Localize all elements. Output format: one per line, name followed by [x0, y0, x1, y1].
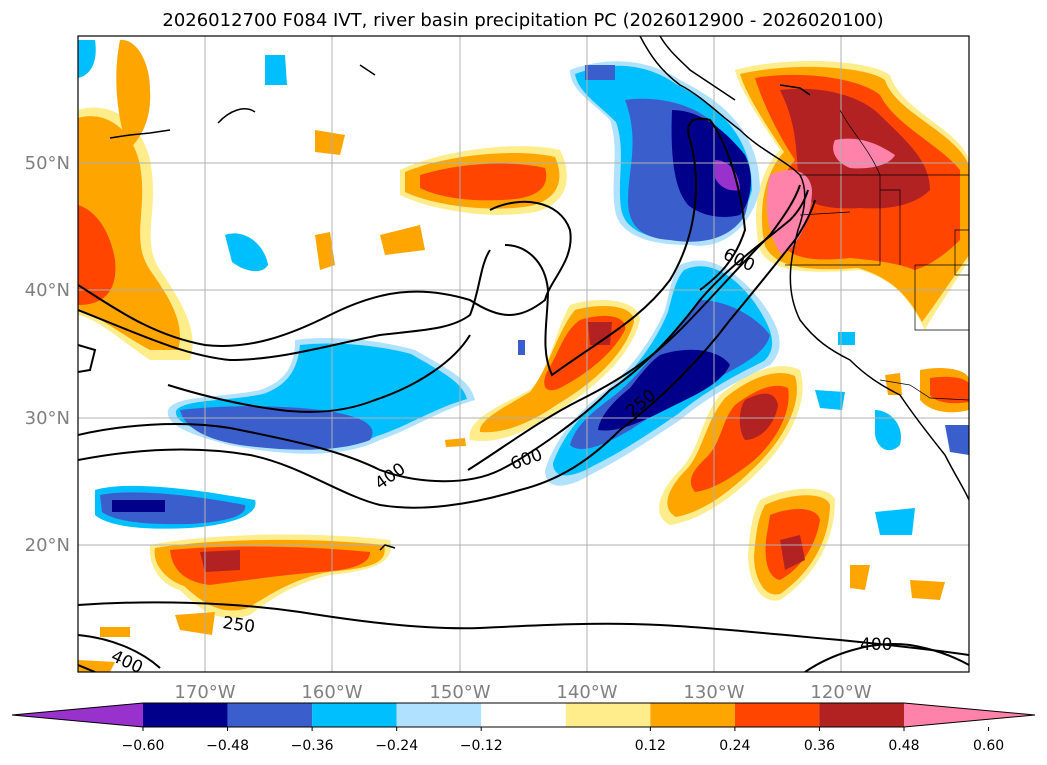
colorbar-tick-label: −0.36: [291, 738, 334, 754]
colorbar-tick-label: 0.36: [804, 738, 835, 754]
colorbar-extend-min: [12, 703, 143, 727]
colorbar-tick-label: 0.12: [635, 738, 666, 754]
colorbar-segment: [143, 703, 228, 727]
lon-label: 130°W: [683, 682, 744, 703]
colorbar-tick-label: 0.24: [719, 738, 750, 754]
lon-label: 170°W: [174, 682, 235, 703]
colorbar-segment: [819, 703, 904, 727]
map-area: 600 400 600 250 250 400 400: [78, 36, 969, 678]
colorbar-segment: [566, 703, 651, 727]
colorbar-segment: [650, 703, 735, 727]
colorbar-segment: [735, 703, 820, 727]
colorbar-segment: [312, 703, 397, 727]
colorbar-extend-max: [904, 703, 1035, 727]
lat-label: 40°N: [25, 280, 70, 301]
colorbar-segment: [228, 703, 313, 727]
colorbar-segment: [481, 703, 566, 727]
colorbar-tick-label: 0.60: [973, 738, 1004, 754]
lat-label: 50°N: [25, 153, 70, 174]
colorbar-tick-label: −0.12: [460, 738, 503, 754]
colorbar-tick-label: −0.60: [122, 738, 165, 754]
lon-label: 140°W: [556, 682, 617, 703]
colorbar-tick-label: 0.48: [888, 738, 919, 754]
contour-label: 400: [860, 635, 892, 655]
lon-label: 120°W: [810, 682, 871, 703]
lon-label: 160°W: [301, 682, 362, 703]
lon-label: 150°W: [429, 682, 490, 703]
colorbar: −0.60 −0.48 −0.36 −0.24 −0.12 0.12 0.24 0.36 0.4…: [12, 703, 1035, 754]
colorbar-tick-label: −0.48: [206, 738, 249, 754]
lat-label: 20°N: [25, 535, 70, 556]
figure-title: 2026012700 F084 IVT, river basin precipi…: [162, 10, 883, 31]
colorbar-segment: [397, 703, 482, 727]
colorbar-tick-label: −0.24: [375, 738, 418, 754]
lat-label: 30°N: [25, 408, 70, 429]
